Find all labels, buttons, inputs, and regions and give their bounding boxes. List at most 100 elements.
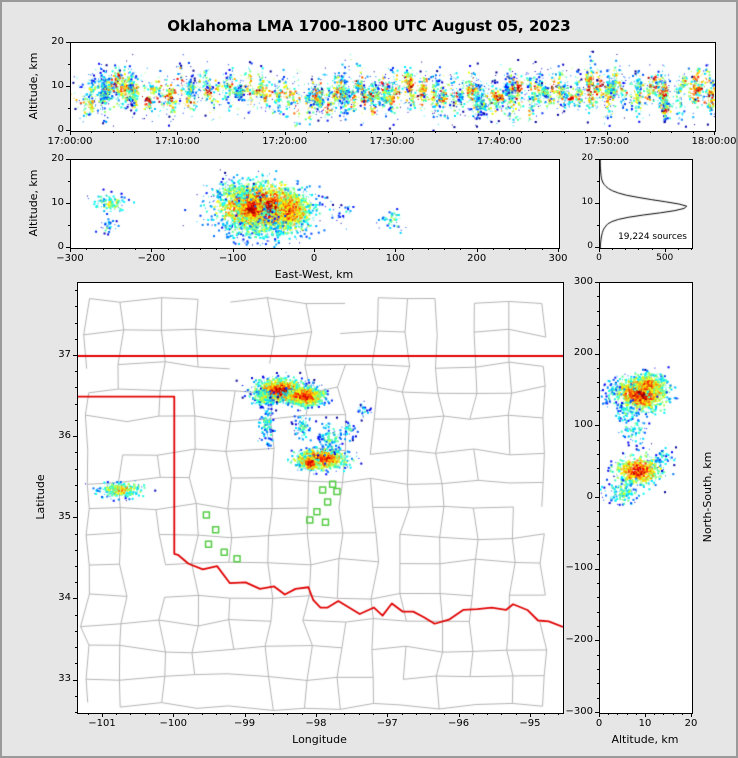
y-minor-tick	[75, 630, 77, 632]
x-tick-label: 17:40:00	[476, 136, 522, 147]
x-minor-tick	[413, 131, 415, 133]
x-minor-tick	[477, 131, 479, 133]
x-tick-label: 17:10:00	[154, 136, 200, 147]
panel-alt_ew	[70, 159, 560, 249]
x-tick	[232, 248, 234, 252]
y-minor-tick	[597, 468, 599, 470]
x-minor-tick	[520, 131, 522, 133]
x-minor-tick	[563, 131, 565, 133]
x-minor-tick	[501, 713, 503, 715]
x-minor-tick	[626, 713, 628, 715]
x-minor-tick	[135, 248, 137, 250]
y-minor-tick	[75, 695, 77, 697]
x-tick	[664, 248, 666, 252]
y-minor-tick	[75, 614, 77, 616]
alt_ew-plot-canvas	[71, 160, 559, 248]
y-minor-tick	[68, 225, 70, 226]
x-minor-tick	[692, 131, 694, 133]
x-minor-tick	[134, 131, 136, 133]
y-minor-tick	[75, 582, 77, 584]
y-minor-tick	[597, 454, 599, 455]
x-minor-tick	[248, 248, 250, 250]
map-plot-canvas	[78, 283, 563, 713]
x-tick	[151, 248, 153, 252]
y-minor-tick	[597, 325, 599, 326]
y-tick	[73, 517, 77, 519]
x-tick	[476, 248, 478, 252]
y-tick	[66, 42, 70, 43]
x-tick	[458, 713, 460, 717]
y-tick-label: 10	[581, 197, 593, 208]
x-minor-tick	[198, 131, 200, 133]
y-minor-tick	[75, 712, 77, 713]
x-minor-tick	[628, 131, 630, 133]
x-minor-tick	[515, 713, 517, 715]
y-minor-tick	[75, 484, 77, 486]
x-minor-tick	[281, 248, 283, 250]
y-tick-label: 0	[586, 490, 593, 502]
y-minor-tick	[75, 419, 77, 421]
x-tick-label: −98	[305, 718, 327, 729]
x-minor-tick	[358, 713, 360, 715]
y-minor-tick	[75, 387, 77, 389]
x-tick	[691, 713, 692, 717]
y-minor-tick	[75, 338, 77, 340]
y-minor-tick	[597, 540, 599, 541]
x-minor-tick	[544, 713, 546, 715]
x-tick-label: −97	[376, 718, 398, 729]
x-tick-label: −100	[218, 253, 247, 264]
x-minor-tick	[183, 248, 185, 250]
x-minor-tick	[541, 248, 543, 250]
x-minor-tick	[427, 248, 429, 250]
x-minor-tick	[167, 248, 169, 250]
y-minor-tick	[597, 181, 599, 182]
y-tick-label: 33	[58, 673, 71, 685]
y-minor-tick	[597, 310, 599, 312]
x-minor-tick	[201, 713, 203, 715]
y-tick	[595, 247, 599, 248]
x-minor-tick	[460, 248, 462, 250]
x-minor-tick	[344, 713, 346, 715]
y-minor-tick	[597, 225, 599, 226]
y-tick	[73, 436, 77, 438]
y-tick-label: −100	[565, 562, 593, 574]
y-minor-tick	[75, 663, 77, 665]
x-axis-label: East-West, km	[274, 268, 354, 281]
x-tick	[177, 131, 179, 135]
x-minor-tick	[456, 131, 458, 133]
x-minor-tick	[86, 248, 88, 250]
x-minor-tick	[155, 131, 157, 133]
x-tick	[284, 131, 286, 135]
x-tick-label: −95	[519, 718, 541, 729]
x-minor-tick	[487, 713, 489, 715]
y-minor-tick	[75, 371, 77, 373]
y-minor-tick	[597, 368, 599, 369]
y-minor-tick	[597, 511, 599, 513]
x-minor-tick	[87, 713, 89, 715]
x-tick	[599, 248, 600, 252]
y-tick	[595, 712, 599, 713]
x-minor-tick	[258, 713, 260, 715]
x-tick-label: 100	[385, 253, 405, 264]
y-minor-tick	[75, 501, 77, 503]
x-minor-tick	[617, 713, 619, 715]
y-tick	[595, 640, 599, 642]
y-minor-tick	[75, 565, 77, 567]
x-tick	[314, 248, 315, 252]
y-tick-label: 100	[573, 419, 593, 431]
y-tick-label: 10	[51, 196, 64, 208]
y-tick-label: 37	[58, 348, 71, 360]
x-minor-tick	[691, 248, 692, 250]
y-minor-tick	[75, 533, 77, 535]
x-minor-tick	[681, 713, 683, 715]
y-tick	[595, 282, 599, 283]
x-minor-tick	[672, 713, 674, 715]
x-minor-tick	[220, 131, 222, 133]
x-minor-tick	[349, 131, 351, 133]
x-tick	[70, 131, 71, 135]
x-tick-label: 17:30:00	[369, 136, 415, 147]
y-tick	[73, 679, 77, 681]
y-minor-tick	[597, 296, 599, 298]
x-axis-label: Longitude	[292, 733, 347, 746]
hist-plot-canvas	[600, 160, 692, 248]
